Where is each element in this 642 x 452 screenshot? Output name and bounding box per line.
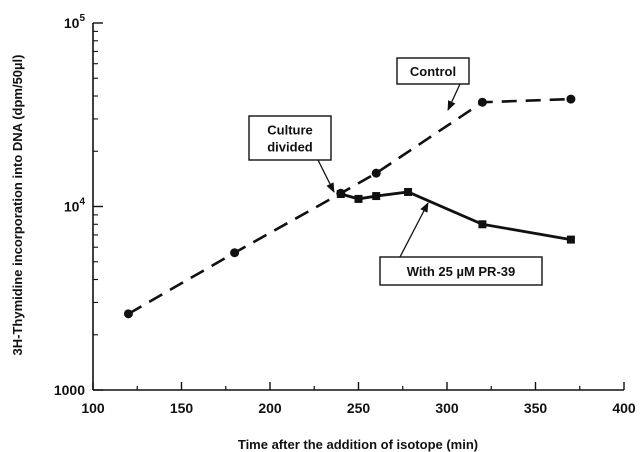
pr39-point — [566, 235, 575, 244]
x-tick-label: 300 — [435, 400, 459, 416]
control-point — [477, 97, 487, 107]
series-layer — [123, 94, 576, 319]
pr39-point — [354, 194, 363, 203]
x-tick-label: 350 — [524, 400, 548, 416]
divided-annotation-text: Culture — [267, 123, 313, 138]
control-point — [566, 94, 576, 104]
divided-annotation-text: divided — [267, 140, 313, 155]
tick-labels: 100 150 200 250 300 350 400 1000 104 105 — [54, 13, 636, 416]
pr39-annotation-arrow — [399, 202, 429, 258]
x-tick-label: 150 — [170, 400, 194, 416]
control-annotation-box — [396, 57, 470, 85]
control-annotation-text: Control — [410, 64, 456, 79]
pr39-point — [336, 189, 345, 198]
y-tick-label: 1000 — [54, 382, 85, 398]
control-line — [127, 97, 571, 315]
annotation-layer: Control Culture divided With 25 µM PR-39 — [248, 57, 543, 286]
x-tick-label: 250 — [347, 400, 371, 416]
pr39-annotation-box — [379, 256, 543, 286]
x-axis-label: Time after the addition of isotope (min) — [238, 437, 478, 452]
pr39-point — [404, 187, 413, 196]
x-tick-label: 200 — [258, 400, 282, 416]
divided-annotation-arrow — [317, 159, 335, 193]
y-axis-label: 3H-Thymidine incorporation into DNA (dpm… — [10, 55, 25, 356]
control-annotation-arrow — [447, 83, 461, 111]
pr39-point — [478, 220, 487, 229]
y-tick-label: 104 — [64, 197, 86, 215]
control-point — [371, 168, 381, 178]
divided-annotation-box — [248, 115, 332, 161]
axes — [92, 22, 625, 391]
pr39-point — [372, 192, 381, 201]
x-tick-label: 400 — [612, 400, 636, 416]
x-tick-label: 100 — [81, 400, 105, 416]
pr39-annotation-text: With 25 µM PR-39 — [407, 264, 516, 279]
control-point — [123, 309, 133, 319]
y-tick-label: 105 — [64, 13, 86, 31]
control-point — [230, 248, 240, 258]
